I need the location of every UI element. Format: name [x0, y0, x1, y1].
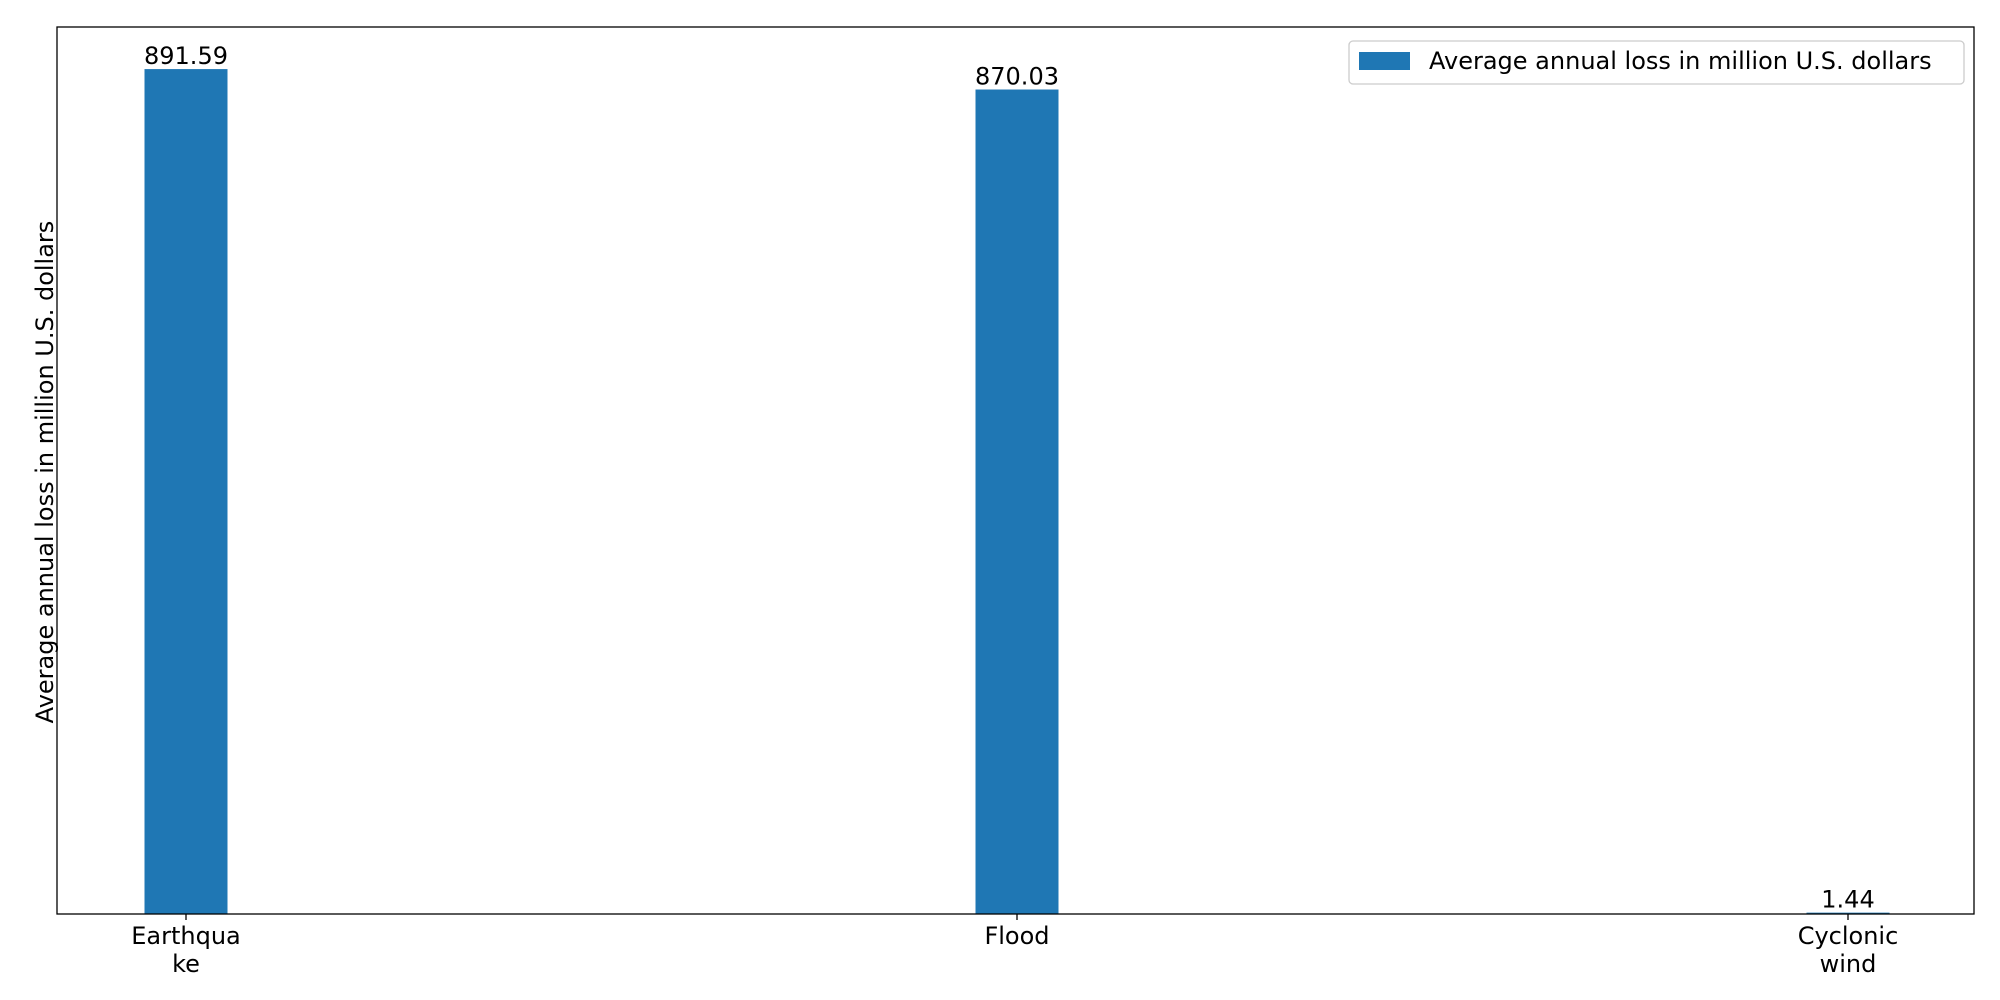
x-tick-label-0: Earthqua ke: [131, 922, 241, 978]
bar-value-label-1: 870.03: [975, 63, 1059, 91]
x-tick-label-1: Flood: [984, 922, 1049, 950]
x-tick-label-line: ke: [172, 950, 200, 978]
plot-frame: [56, 26, 1975, 915]
x-tick-label-line: Earthqua: [131, 922, 241, 950]
bar-value-label-2: 1.44: [1821, 886, 1874, 914]
x-ticks-layer: Earthqua ke Flood Cyclonic wind: [131, 914, 1898, 978]
bars-layer: [144, 69, 1890, 915]
legend-label: Average annual loss in million U.S. doll…: [1429, 47, 1932, 75]
legend-box: [1348, 40, 1965, 85]
bar-labels-layer: 891.59 870.03 1.44: [144, 42, 1875, 914]
x-tick-label-line: Cyclonic: [1798, 922, 1899, 950]
bar-0: [144, 69, 228, 914]
x-tick-label-2: Cyclonic wind: [1798, 922, 1899, 978]
legend-swatch: [1359, 52, 1410, 70]
bar-value-label-0: 891.59: [144, 42, 228, 70]
legend: Average annual loss in million U.S. doll…: [1348, 40, 1965, 85]
x-tick-label-line: wind: [1820, 950, 1877, 978]
bar-1: [975, 89, 1059, 915]
x-tick-label-line: Flood: [984, 922, 1049, 950]
y-axis-label: Average annual loss in million U.S. doll…: [31, 221, 59, 724]
bar-2: [1806, 912, 1890, 914]
